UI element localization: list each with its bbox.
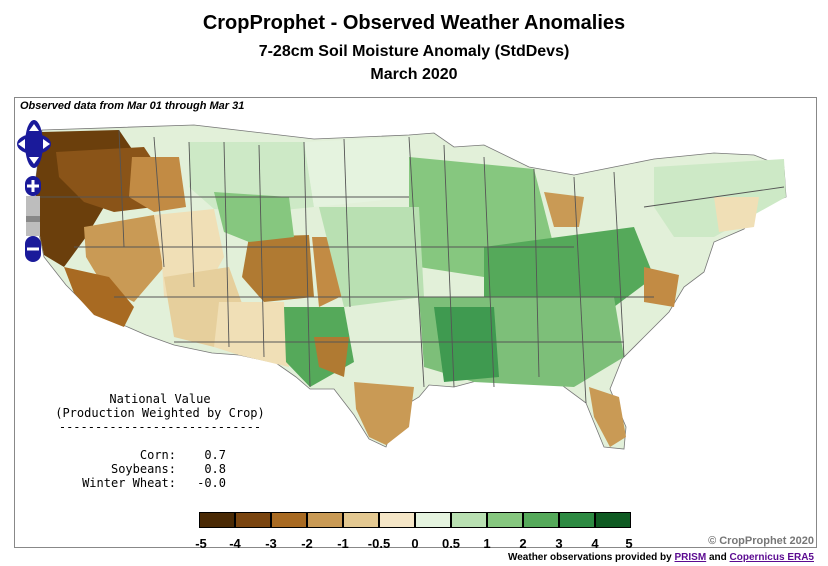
legend-tick: 1 (483, 536, 491, 551)
region-dry-newmexico (214, 302, 289, 367)
state-borders (36, 129, 785, 404)
national-row-corn: Corn: 0.7 (40, 448, 280, 462)
legend-tick: 4 (591, 536, 599, 551)
crop-value: 0.8 (204, 462, 226, 476)
crop-value: -0.0 (197, 476, 226, 490)
crop-label: Winter Wheat: (82, 476, 176, 490)
national-row-soybeans: Soybeans: 0.8 (40, 462, 280, 476)
pan-down-icon (29, 157, 39, 164)
crop-value: 0.7 (204, 448, 226, 462)
legend-tick: 3 (555, 536, 563, 551)
plus-icon (27, 180, 39, 192)
zoom-slider-handle[interactable] (26, 216, 40, 222)
period-label: March 2020 (370, 66, 458, 83)
legend-swatch (559, 512, 595, 528)
pan-right-icon (43, 139, 50, 149)
zoom-out-button[interactable] (25, 236, 41, 262)
page-subtitle: 7-28cm Soil Moisture Anomaly (StdDevs) (258, 43, 570, 60)
national-heading: National Value (109, 392, 211, 406)
legend-swatch (271, 512, 307, 528)
credit-prefix: Weather observations provided by (507, 552, 672, 563)
region-dry-texas-south (354, 382, 414, 445)
legend-tick: 0.5 (441, 536, 461, 551)
legend-tick: 5 (625, 536, 633, 551)
pan-control[interactable] (17, 120, 51, 168)
legend-swatch (235, 512, 271, 528)
data-credit: Weather observations provided by PRISM a… (508, 552, 814, 563)
national-value-block: National Value (Production Weighted by C… (40, 392, 280, 490)
legend-tick: -2 (301, 536, 313, 551)
copyright-note: © CropProphet 2020 (708, 535, 814, 547)
page-title: CropProphet - Observed Weather Anomalies (202, 12, 626, 34)
legend-tick: 2 (519, 536, 527, 551)
region-dry-socal (64, 267, 134, 327)
legend-tick: -1 (337, 536, 349, 551)
national-subheading: (Production Weighted by Crop) (55, 406, 265, 420)
era5-link[interactable]: Copernicus ERA5 (729, 552, 814, 563)
prism-link[interactable]: PRISM (674, 552, 707, 563)
region-dry-florida (589, 387, 626, 447)
national-row-winter-wheat: Winter Wheat: -0.0 (40, 476, 280, 490)
legend-swatch (595, 512, 631, 528)
region-wet-ohio-valley (484, 227, 654, 312)
legend-tick: -0.5 (367, 536, 391, 551)
observed-note: Observed data from Mar 01 through Mar 31 (20, 100, 245, 112)
region-dry-michigan (544, 192, 584, 227)
legend-tick: -4 (229, 536, 241, 551)
credit-and: and (708, 552, 727, 563)
region-dry-colorado (242, 235, 314, 302)
legend-swatch (523, 512, 559, 528)
pan-up-icon (29, 124, 39, 131)
legend-swatch (343, 512, 379, 528)
legend-swatch (307, 512, 343, 528)
legend-swatch (199, 512, 235, 528)
region-wet-lower-mississippi (434, 307, 499, 382)
zoom-in-button[interactable] (25, 176, 41, 196)
legend-tick: -5 (195, 536, 207, 551)
national-divider: ---------------------------- (58, 420, 262, 434)
map-nav-controls[interactable] (16, 118, 56, 268)
crop-label: Soybeans: (110, 462, 176, 476)
legend-swatch (379, 512, 415, 528)
region-wet-plains-central (319, 207, 424, 307)
crop-label: Corn: (139, 448, 176, 462)
legend-swatch (451, 512, 487, 528)
legend-swatch (487, 512, 523, 528)
region-dry-texas-coast (314, 337, 349, 377)
legend-swatch (415, 512, 451, 528)
region-wet-wyoming (214, 192, 294, 242)
pan-left-icon (18, 139, 25, 149)
legend-tick: -3 (265, 536, 277, 551)
legend-tick: 0 (411, 536, 419, 551)
us-soil-moisture-map[interactable] (14, 97, 817, 548)
region-neutral-newengland (714, 197, 759, 232)
region-wet-dakotas (304, 137, 414, 207)
